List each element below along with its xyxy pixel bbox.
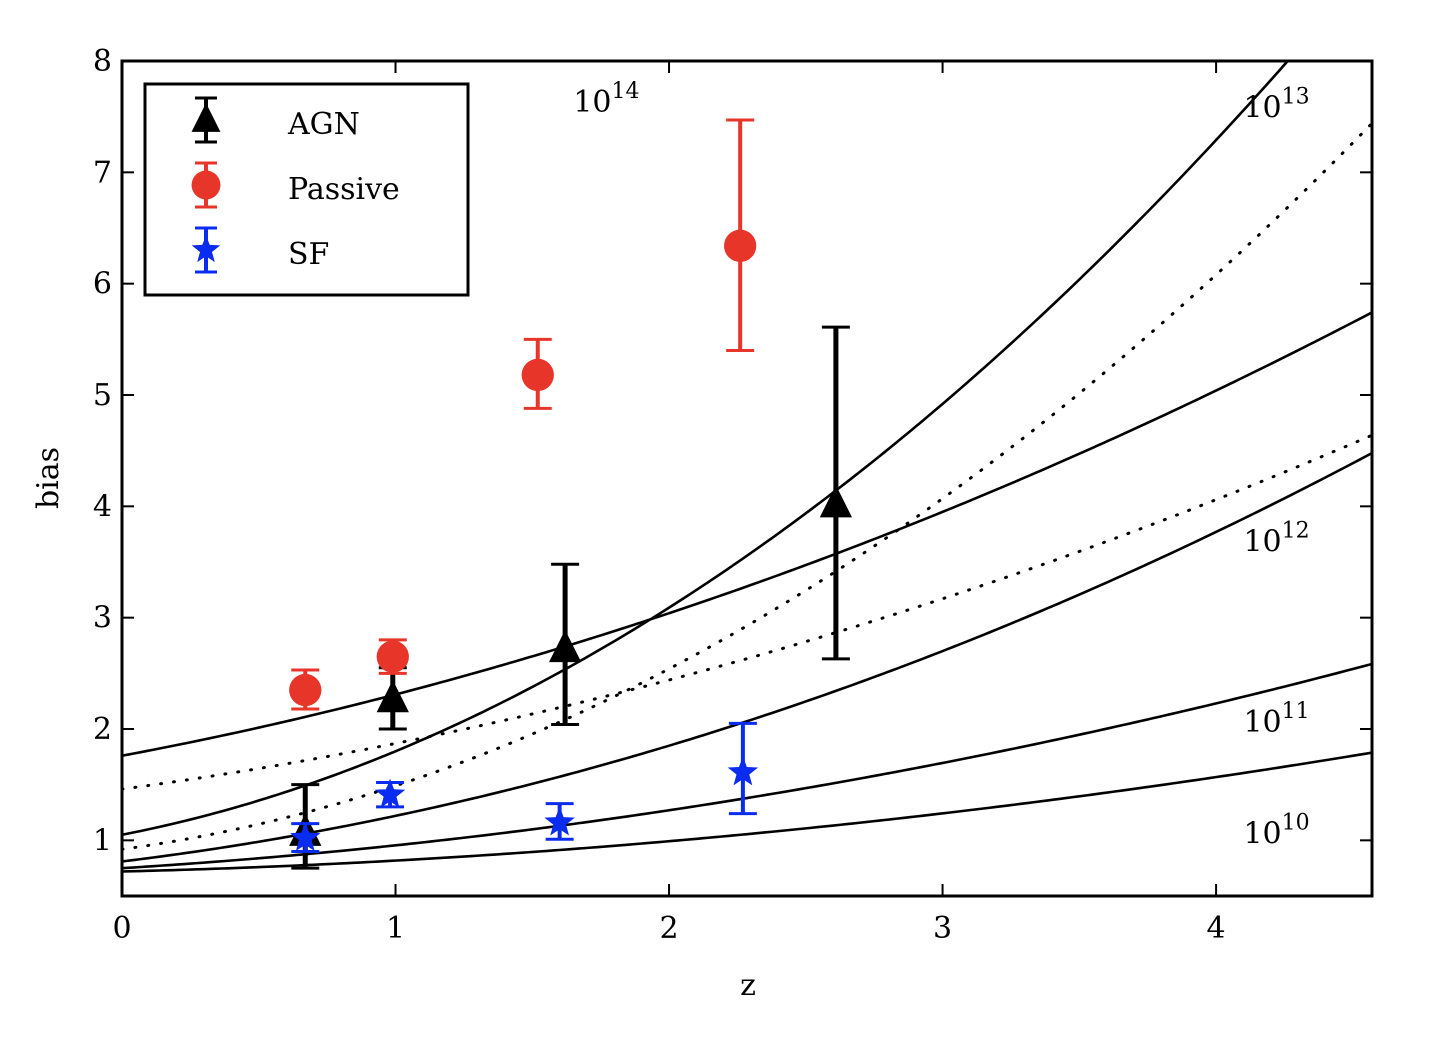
y-tick-label: 5 [93, 378, 112, 413]
halo-mass-curve [122, 433, 1372, 791]
data-point-sf [544, 806, 575, 836]
legend-label: Passive [288, 172, 400, 207]
curve-label: 1014 [573, 79, 639, 120]
data-point-passive [521, 358, 554, 392]
halo-mass-curve [122, 451, 1372, 863]
curve-label: 1011 [1243, 699, 1309, 740]
y-tick-label: 7 [93, 155, 112, 190]
y-axis-label: bias [31, 447, 66, 509]
plot-frame [120, 59, 1374, 898]
data-point-sf [727, 756, 759, 786]
curve-label: 1010 [1243, 810, 1309, 851]
x-tick-label: 3 [933, 911, 952, 946]
data-point-passive [289, 673, 322, 707]
data-point-sf [374, 778, 406, 808]
legend: AGN Passive SF [143, 82, 470, 297]
y-tick-label: 3 [93, 601, 112, 636]
halo-mass-curve [122, 311, 1372, 757]
x-tick-label: 2 [659, 911, 678, 946]
data-point-passive [376, 640, 409, 673]
legend-label: AGN [287, 107, 360, 142]
legend-marker-sf [191, 235, 221, 263]
data-point-agn [548, 629, 582, 663]
legend-label: SF [288, 237, 329, 272]
legend-marker-agn [191, 103, 221, 132]
y-tick-label: 2 [93, 712, 112, 747]
data-point-passive [724, 229, 757, 262]
data-point-agn [819, 485, 853, 518]
x-tick-label: 4 [1207, 911, 1226, 946]
y-tick-label: 8 [93, 44, 112, 79]
halo-mass-curve [122, 662, 1372, 870]
x-axis-label: z [740, 968, 756, 1003]
data-point-agn [376, 679, 409, 713]
legend-marker-passive [191, 170, 221, 200]
curve-label: 1013 [1243, 85, 1309, 126]
x-tick-label: 1 [386, 911, 405, 946]
y-tick-label: 6 [93, 267, 112, 302]
curve-label: 1012 [1243, 519, 1309, 560]
halo-mass-curve [122, 751, 1372, 873]
x-tick-label: 0 [112, 911, 131, 946]
y-tick-label: 1 [93, 823, 112, 858]
data-point-sf [290, 822, 321, 852]
halo-mass-curve [122, 121, 1372, 851]
y-tick-label: 4 [93, 489, 112, 524]
halo-mass-curve [122, 61, 1290, 837]
